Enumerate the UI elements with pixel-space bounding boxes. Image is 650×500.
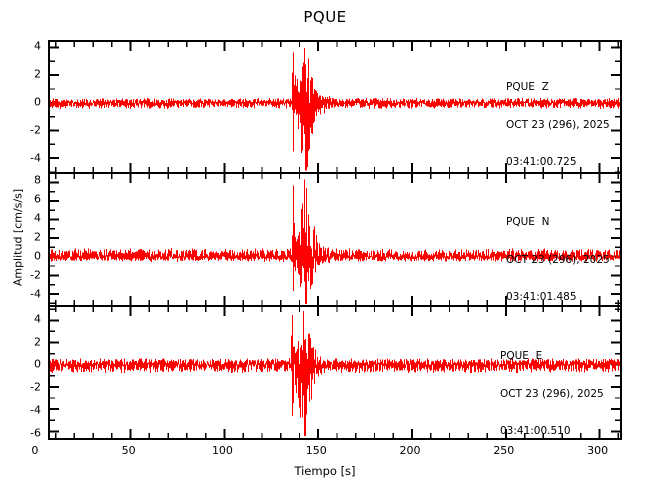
y-tick-label-z-2: 0 (34, 95, 41, 109)
x-tick-label-1: 50 (121, 444, 136, 457)
y-tick-label-n-5: -2 (30, 268, 41, 282)
waveform-trace-e (50, 310, 620, 436)
annotation-n-date: OCT 23 (296), 2025 (506, 253, 610, 266)
y-tick-label-n-2: 4 (34, 211, 41, 225)
annotation-z-time: 03:41:00.725 (506, 156, 577, 168)
y-tick-label-z-4: -4 (30, 151, 41, 165)
x-tick-label-3: 150 (305, 444, 327, 457)
y-tick-label-n-1: 6 (34, 192, 41, 206)
y-tick-label-n-6: -4 (30, 287, 41, 301)
y-axis-labels-n: 8 6 4 2 0 -2 -4 (10, 172, 44, 305)
x-tick-label-2: 100 (211, 444, 233, 457)
annotation-n-time: 03:41:01.485 (506, 291, 577, 303)
y-tick-label-n-3: 2 (34, 230, 41, 244)
annotation-e-date: OCT 23 (296), 2025 (500, 387, 604, 400)
x-axis-title: Tiempo [s] (294, 464, 356, 478)
annotation-n-station: PQUE N (506, 216, 550, 228)
y-tick-label-z-3: -2 (30, 123, 41, 137)
annotation-e-time: 03:41:00.510 (500, 425, 571, 437)
waveform-trace-z (50, 48, 620, 171)
y-tick-label-e-5: -6 (30, 426, 41, 440)
waveform-trace-n (50, 179, 620, 305)
annotation-z-station: PQUE Z (506, 81, 549, 93)
y-tick-label-z-0: 4 (34, 39, 41, 53)
annotation-e: PQUE E OCT 23 (296), 2025 03:41:00.510 (500, 325, 604, 463)
annotation-n: PQUE N OCT 23 (296), 2025 03:41:01.485 (506, 191, 610, 329)
y-tick-label-n-0: 8 (34, 173, 41, 187)
y-tick-label-n-4: 0 (34, 249, 41, 263)
x-tick-label-6: 300 (587, 444, 609, 457)
y-tick-label-e-0: 4 (34, 312, 41, 326)
x-axis-tick-labels: 0 50 100 150 200 250 300 (31, 444, 622, 460)
x-tick-label-0: 0 (31, 444, 39, 457)
y-tick-label-z-1: 2 (34, 67, 41, 81)
y-axis-labels-z: 4 2 0 -2 -4 (10, 39, 44, 172)
y-axis-title: Amplitud [cm/s/s] (11, 188, 25, 287)
x-tick-label-4: 200 (399, 444, 421, 457)
y-tick-label-e-2: 0 (34, 357, 41, 371)
y-tick-label-e-4: -4 (30, 403, 41, 417)
page-title: PQUE (303, 8, 347, 26)
x-tick-label-5: 250 (493, 444, 515, 457)
annotation-z: PQUE Z OCT 23 (296), 2025 03:41:00.725 (506, 56, 610, 194)
annotation-z-date: OCT 23 (296), 2025 (506, 118, 610, 131)
y-tick-label-e-1: 2 (34, 335, 41, 349)
y-axis-labels-e: 4 2 0 -2 -4 -6 (10, 305, 44, 440)
y-tick-label-e-3: -2 (30, 380, 41, 394)
annotation-e-station: PQUE E (500, 350, 543, 362)
